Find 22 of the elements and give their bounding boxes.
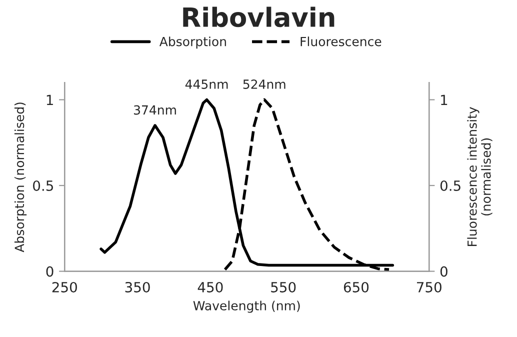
line-series xyxy=(100,98,394,267)
y-tick-label: 0 xyxy=(46,266,54,277)
chart-title: Ribovlavin xyxy=(183,6,334,28)
x-tick-label: 650 xyxy=(344,282,369,292)
x-tick-label: 450 xyxy=(198,282,223,292)
x-tick-label: 250 xyxy=(52,282,77,292)
y-tick-label: 1 xyxy=(46,94,53,105)
y2-tick-label: 0 xyxy=(440,266,448,277)
x-tick-label: 350 xyxy=(125,282,150,292)
y-axis-title: Absorption (normalised) xyxy=(14,102,27,252)
y2-tick-label: 0.5 xyxy=(440,180,460,191)
x-tick-label: 750 xyxy=(416,282,442,292)
x-axis-title: Wavelength (nm) xyxy=(193,300,300,313)
y-tick-label: 0.5 xyxy=(33,180,53,191)
y2-axis-title: Fluorescence intensity (normalised) xyxy=(467,107,492,246)
legend-label: Absorption xyxy=(159,36,226,49)
x-tick-label: 550 xyxy=(271,282,296,292)
y2-tick-label: 1 xyxy=(441,94,448,105)
annotation: 374nm xyxy=(134,105,176,115)
annotation: 524nm xyxy=(243,80,286,89)
legend-label: Fluorescence xyxy=(300,36,382,46)
annotation: 445nm xyxy=(185,80,228,89)
